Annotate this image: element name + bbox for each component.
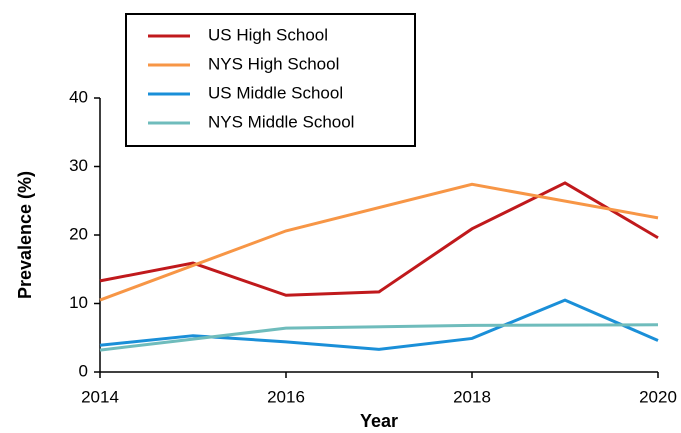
y-tick-label: 10 (69, 293, 88, 312)
series-line (99, 181, 659, 297)
series-line (99, 323, 659, 352)
y-axis-title: Prevalence (%) (15, 171, 35, 299)
y-tick-label: 30 (69, 156, 88, 175)
legend-label: NYS Middle School (208, 112, 354, 131)
series-line (99, 298, 659, 351)
legend-label: US Middle School (208, 83, 343, 102)
y-tick-label: 0 (79, 361, 88, 380)
y-tick-label: 20 (69, 224, 88, 243)
x-tick-label: 2020 (639, 387, 677, 406)
legend-label: NYS High School (208, 54, 339, 73)
legend-label: US High School (208, 25, 328, 44)
x-axis-title: Year (360, 411, 398, 431)
x-tick-label: 2016 (267, 387, 305, 406)
x-tick-label: 2018 (453, 387, 491, 406)
series-line (99, 182, 659, 302)
x-tick-label: 2014 (81, 387, 119, 406)
y-tick-label: 40 (69, 87, 88, 106)
